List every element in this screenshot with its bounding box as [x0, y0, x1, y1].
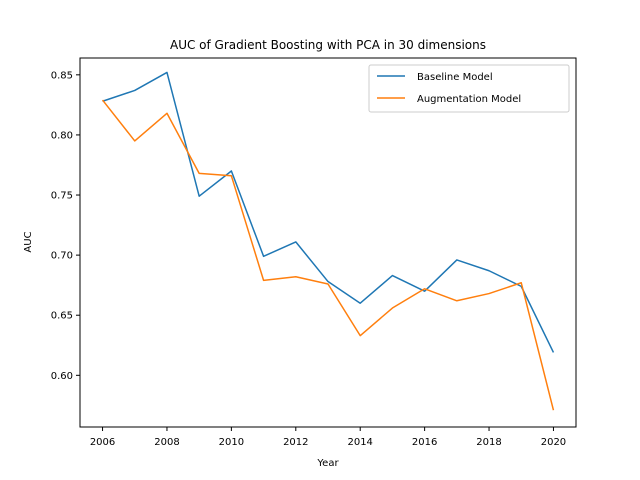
- y-axis-title: AUC: [23, 231, 34, 252]
- x-tick-label: 2014: [347, 437, 372, 448]
- series-lines: [101, 71, 555, 411]
- chart-title: AUC of Gradient Boosting with PCA in 30 …: [170, 38, 486, 52]
- x-tick-label: 2016: [412, 437, 437, 448]
- x-tick-label: 2006: [90, 437, 115, 448]
- x-tick-label: 2018: [476, 437, 501, 448]
- legend-label-0: Baseline Model: [417, 72, 493, 83]
- x-tick-label: 2012: [283, 437, 308, 448]
- y-tick-label: 0.60: [51, 371, 73, 382]
- x-axis-title: Year: [316, 458, 339, 469]
- y-tick-label: 0.75: [51, 191, 73, 202]
- y-tick-label: 0.85: [51, 70, 73, 81]
- y-axis: 0.60 0.65 0.70 0.75 0.80 0.85: [51, 70, 80, 382]
- series-line-1: [101, 99, 555, 411]
- legend: Baseline Model Augmentation Model: [368, 64, 570, 113]
- plot-frame: [79, 57, 577, 428]
- y-tick-label: 0.80: [51, 130, 73, 141]
- x-tick-label: 2010: [219, 437, 244, 448]
- y-tick-label: 0.70: [51, 251, 73, 262]
- x-tick-label: 2008: [154, 437, 179, 448]
- y-tick-label: 0.65: [51, 311, 73, 322]
- series-line-0: [102, 71, 555, 353]
- legend-box: [368, 64, 570, 113]
- legend-label-1: Augmentation Model: [417, 94, 521, 105]
- x-tick-label: 2020: [541, 437, 566, 448]
- x-axis: 2006 2008 2010 2012 2014 2016 2018 2020: [90, 427, 566, 448]
